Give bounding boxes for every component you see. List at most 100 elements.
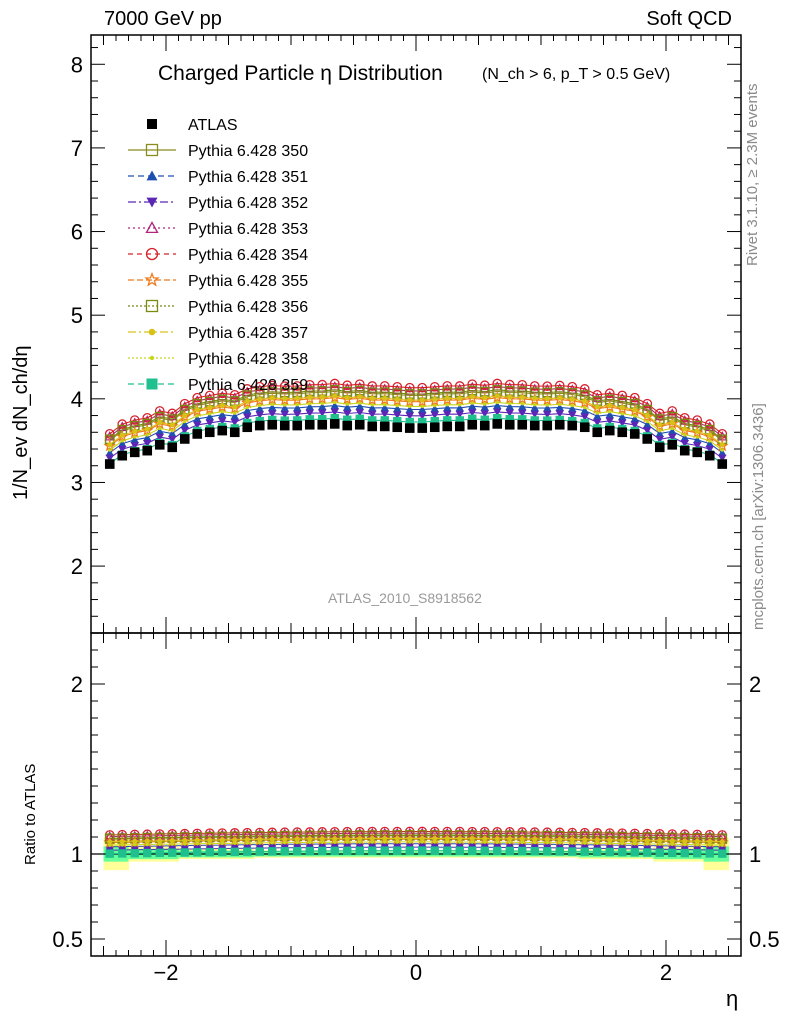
series-point-2 bbox=[280, 403, 289, 412]
series-point-5 bbox=[604, 388, 615, 399]
ratio-point-10 bbox=[580, 847, 589, 856]
ratio-point-9 bbox=[220, 841, 224, 846]
series-point-9 bbox=[695, 435, 699, 439]
series-point-9 bbox=[720, 448, 724, 452]
ratio-point-9 bbox=[495, 840, 499, 844]
series-point-9 bbox=[708, 439, 712, 443]
data-point bbox=[642, 434, 653, 444]
series-point-2 bbox=[230, 411, 239, 420]
data-point bbox=[354, 419, 365, 430]
y-tick-label: 3 bbox=[71, 470, 83, 495]
ratio-point-8 bbox=[332, 836, 338, 842]
ratio-point-9 bbox=[183, 842, 187, 846]
ratio-point-9 bbox=[545, 840, 549, 845]
series-point-2 bbox=[643, 420, 652, 428]
ratio-point-8 bbox=[544, 836, 550, 842]
ratio-point-10 bbox=[193, 848, 202, 857]
ratio-point-8 bbox=[657, 838, 663, 844]
series-point-8 bbox=[244, 398, 250, 404]
series-point-2 bbox=[180, 420, 189, 428]
series-point-8 bbox=[457, 395, 463, 402]
series-point-9 bbox=[295, 403, 299, 407]
ratio-point-8 bbox=[494, 836, 500, 842]
series-point-8 bbox=[269, 395, 275, 401]
series-point-2 bbox=[443, 403, 452, 412]
ratio-point-10 bbox=[280, 847, 289, 856]
data-point bbox=[229, 427, 240, 438]
ratio-point-9 bbox=[670, 842, 674, 846]
series-point-9 bbox=[608, 409, 612, 414]
series-point-8 bbox=[319, 394, 325, 400]
series-point-9 bbox=[420, 404, 424, 409]
ratio-point-9 bbox=[520, 840, 524, 845]
ratio-point-9 bbox=[645, 842, 649, 846]
series-point-6 bbox=[678, 423, 692, 437]
series-point-5 bbox=[179, 398, 190, 409]
series-point-5 bbox=[492, 378, 503, 389]
series-point-6 bbox=[640, 410, 654, 423]
x-axis-label: η bbox=[726, 986, 739, 1011]
data-point bbox=[604, 425, 615, 436]
ratio-point-10 bbox=[518, 846, 527, 856]
series-point-2 bbox=[618, 412, 627, 421]
legend-label-1: Pythia 6.428 350 bbox=[188, 143, 308, 160]
series-point-8 bbox=[407, 397, 413, 403]
ratio-point-9 bbox=[295, 840, 299, 845]
series-point-2 bbox=[418, 405, 427, 413]
series-point-5 bbox=[504, 379, 515, 390]
series-point-3 bbox=[368, 410, 377, 419]
legend-marker-4 bbox=[145, 221, 159, 234]
series-point-2 bbox=[293, 403, 302, 412]
ratio-point-10 bbox=[718, 849, 727, 858]
series-line-10 bbox=[109, 417, 723, 464]
series-point-5 bbox=[667, 406, 678, 416]
legend-label-6: Pythia 6.428 355 bbox=[188, 273, 308, 290]
series-point-3 bbox=[193, 421, 202, 430]
ratio-y-axis-label: Ratio to ATLAS bbox=[22, 763, 39, 865]
ratio-point-10 bbox=[680, 848, 689, 858]
series-point-2 bbox=[668, 427, 677, 435]
series-point-8 bbox=[607, 403, 613, 409]
ratio-point-10 bbox=[393, 846, 402, 855]
ratio-point-8 bbox=[444, 835, 450, 842]
series-point-3 bbox=[480, 410, 489, 418]
series-point-5 bbox=[367, 381, 378, 391]
ratio-point-8 bbox=[469, 836, 475, 842]
ratio-point-10 bbox=[493, 846, 502, 856]
ratio-point-10 bbox=[605, 847, 614, 857]
data-point bbox=[692, 447, 703, 458]
ratio-point-9 bbox=[620, 841, 624, 846]
series-point-9 bbox=[383, 403, 387, 407]
data-point bbox=[379, 421, 390, 432]
series-point-3 bbox=[205, 419, 214, 428]
ratio-point-8 bbox=[219, 837, 225, 843]
y-tick-label: 7 bbox=[71, 136, 83, 161]
series-point-9 bbox=[208, 412, 212, 416]
series-point-9 bbox=[258, 403, 262, 408]
x-tick-label: 0 bbox=[410, 960, 422, 985]
series-point-10 bbox=[343, 415, 352, 424]
data-point bbox=[479, 420, 490, 431]
ratio-point-10 bbox=[668, 848, 677, 858]
series-point-2 bbox=[343, 403, 352, 411]
ratio-point-10 bbox=[405, 846, 414, 855]
ratio-point-10 bbox=[205, 847, 214, 857]
ratio-line-7 bbox=[109, 834, 723, 839]
series-point-8 bbox=[182, 413, 188, 419]
ratio-point-10 bbox=[293, 846, 302, 856]
ratio-point-9 bbox=[508, 840, 512, 844]
series-point-3 bbox=[505, 409, 514, 418]
data-point bbox=[467, 419, 478, 430]
series-point-5 bbox=[104, 428, 115, 439]
series-point-10 bbox=[305, 415, 314, 424]
series-point-8 bbox=[419, 397, 425, 403]
ratio-point-8 bbox=[507, 836, 513, 842]
series-point-2 bbox=[255, 404, 264, 412]
ratio-point-8 bbox=[232, 837, 238, 843]
series-point-6 bbox=[703, 429, 717, 443]
series-point-8 bbox=[344, 395, 350, 401]
series-point-9 bbox=[345, 402, 349, 406]
data-point bbox=[129, 447, 140, 458]
series-point-5 bbox=[129, 415, 140, 425]
